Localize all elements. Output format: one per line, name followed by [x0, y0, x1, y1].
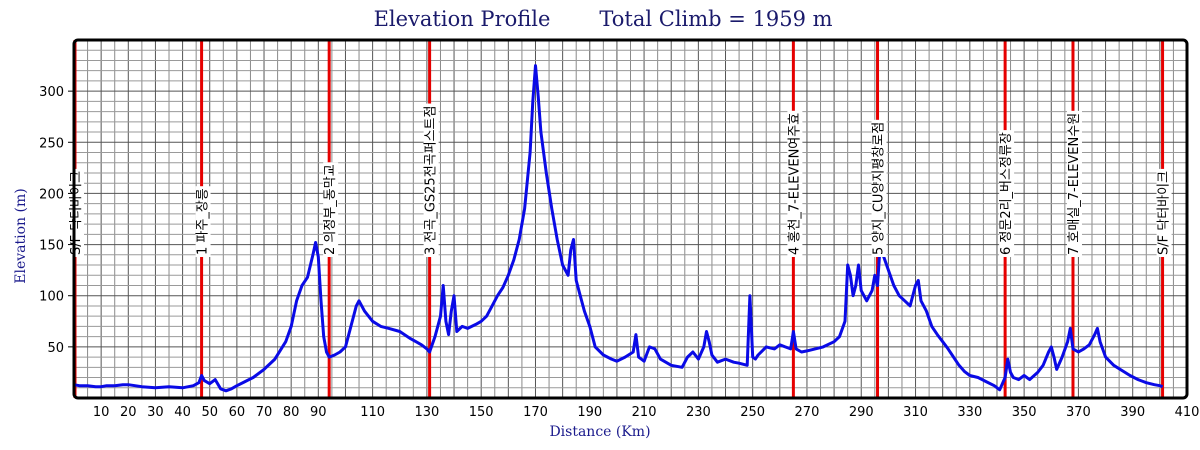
- x-tick-label: 310: [903, 405, 928, 420]
- checkpoint-label: 1 파주_장릉: [196, 188, 211, 255]
- checkpoint-label: S/F 닥터바이크: [1157, 171, 1172, 255]
- y-tick-label: 250: [39, 136, 64, 151]
- x-tick-label: 330: [957, 405, 982, 420]
- x-tick-label: 80: [283, 405, 300, 420]
- checkpoint-label-bg: [1156, 168, 1172, 257]
- x-tick-label: 350: [1012, 405, 1037, 420]
- y-axis-ticks: 50 100 150 200 250 300: [39, 85, 74, 356]
- y-tick-label: 200: [39, 187, 64, 202]
- x-tick-label: 250: [740, 405, 765, 420]
- checkpoint-label: 3 전곡_GS25전곡퍼스트점: [424, 106, 439, 255]
- x-tick-label: 130: [414, 405, 439, 420]
- y-tick-label: 150: [39, 239, 64, 254]
- x-tick-label: 410: [1175, 405, 1200, 420]
- x-tick-label: 50: [201, 405, 218, 420]
- y-tick-label: 50: [47, 341, 64, 356]
- checkpoint-label-bg: [999, 130, 1015, 257]
- checkpoint-label: 6 정문2리_버스정류장: [999, 132, 1014, 255]
- checkpoint-label: 5 양지_CU양지평창로점: [872, 122, 887, 255]
- x-tick-label: 270: [795, 405, 820, 420]
- x-axis-title: Distance (Km): [549, 424, 650, 440]
- chart-title: Elevation Profile: [374, 7, 551, 31]
- x-tick-label: 60: [229, 405, 246, 420]
- checkpoint-label-bg: [787, 110, 803, 257]
- checkpoint-label: 4 홍천_7-ELEVEN여주효: [787, 113, 802, 255]
- x-tick-label: 390: [1120, 405, 1145, 420]
- checkpoint-label-bg: [1066, 110, 1082, 257]
- elevation-line: [73, 64, 1164, 393]
- y-axis-title: Elevation (m): [13, 188, 29, 283]
- checkpoint-label-bg: [195, 186, 211, 257]
- x-tick-label: 70: [256, 405, 273, 420]
- checkpoint-label: 2 의정부_동막교: [323, 164, 338, 255]
- grid: [74, 40, 1187, 398]
- x-tick-label: 10: [93, 405, 110, 420]
- chart-subtitle: Total Climb = 1959 m: [599, 7, 832, 31]
- checkpoint-label-bg: [871, 119, 887, 257]
- x-tick-label: 190: [577, 405, 602, 420]
- x-tick-label: 30: [147, 405, 164, 420]
- x-tick-label: 20: [120, 405, 137, 420]
- x-axis-ticks: 10 20 30 40 50 60 70 80 90 110 130 150 170 190 210 230 2…: [93, 405, 1200, 420]
- x-tick-label: 370: [1066, 405, 1091, 420]
- checkpoint-label-bg: [423, 103, 439, 257]
- plot-frame: [72, 38, 1189, 400]
- x-tick-label: 170: [523, 405, 548, 420]
- x-tick-label: 290: [849, 405, 874, 420]
- x-tick-label: 230: [686, 405, 711, 420]
- y-tick-label: 300: [39, 85, 64, 100]
- checkpoint-label: 7 호매실_7-ELEVEN수원: [1067, 113, 1082, 255]
- x-tick-label: 110: [360, 405, 385, 420]
- checkpoint-labels: S/F 닥터바이크 1 파주_장릉 2 의정부_동막교 3 전곡_GS25전곡퍼스트점…: [69, 103, 1172, 257]
- checkpoint-label-bg: [323, 162, 339, 257]
- checkpoint-label: S/F 닥터바이크: [69, 171, 84, 255]
- y-tick-label: 100: [39, 290, 64, 305]
- x-tick-label: 40: [174, 405, 191, 420]
- x-tick-label: 150: [469, 405, 494, 420]
- x-tick-label: 210: [632, 405, 657, 420]
- x-tick-label: 90: [310, 405, 327, 420]
